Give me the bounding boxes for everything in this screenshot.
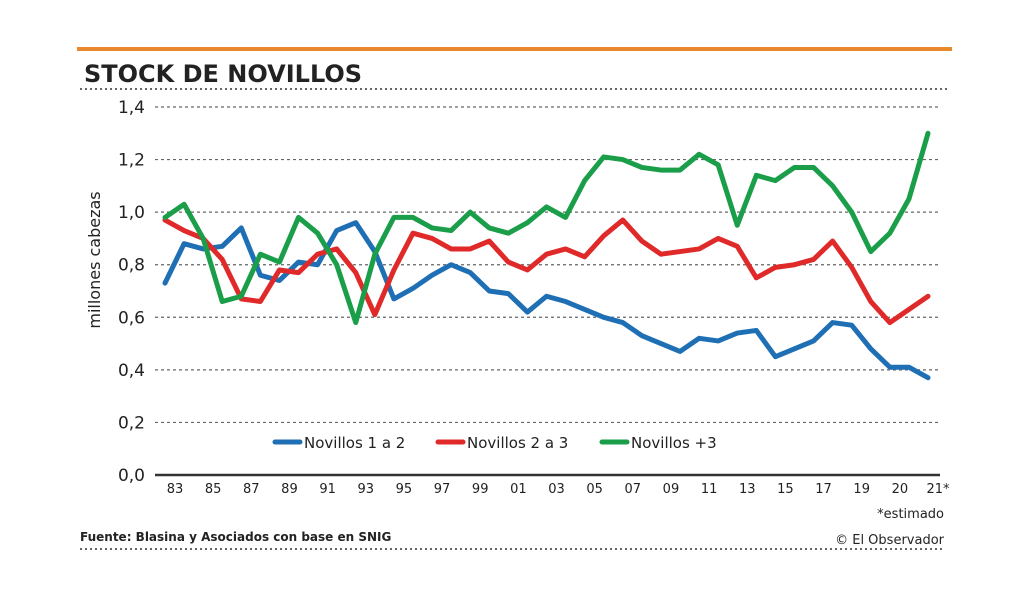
x-tick-label: 17 xyxy=(815,482,832,497)
x-tick-label: 87 xyxy=(243,482,260,497)
series-line-2 xyxy=(162,217,931,326)
x-tick-label: 07 xyxy=(625,482,642,497)
x-tick-label: 15 xyxy=(777,482,794,497)
x-tick-label: 93 xyxy=(357,482,374,497)
y-tick-label: 0,0 xyxy=(118,466,145,486)
x-tick-label: 97 xyxy=(434,482,451,497)
y-tick-label: 0,4 xyxy=(118,361,145,381)
y-axis-label: millones cabezas xyxy=(85,191,104,328)
y-tick-label: 1,0 xyxy=(118,203,145,223)
legend-label: Novillos 2 a 3 xyxy=(467,434,568,452)
x-tick-label: 99 xyxy=(472,482,489,497)
x-tick-label: 01 xyxy=(510,482,527,497)
series-line-3 xyxy=(162,130,931,326)
x-tick-label: 85 xyxy=(205,482,222,497)
estimate-note: *estimado xyxy=(877,507,944,522)
y-tick-label: 1,2 xyxy=(118,151,145,171)
x-tick-label: 05 xyxy=(586,482,603,497)
y-tick-label: 0,6 xyxy=(118,308,145,328)
x-tick-label: 03 xyxy=(548,482,565,497)
series-line-1 xyxy=(162,220,931,381)
y-tick-label: 0,2 xyxy=(118,413,145,433)
legend-label: Novillos 1 a 2 xyxy=(304,434,405,452)
x-tick-label: 09 xyxy=(663,482,680,497)
x-tick-label: 89 xyxy=(281,482,298,497)
source-note: Fuente: Blasina y Asociados con base en … xyxy=(80,530,391,544)
x-tick-label: 13 xyxy=(739,482,756,497)
x-tick-label: 20 xyxy=(892,482,909,497)
x-tick-label: 95 xyxy=(396,482,413,497)
y-tick-label: 1,4 xyxy=(118,98,145,118)
x-tick-label: 19 xyxy=(853,482,870,497)
x-tick-label: 11 xyxy=(701,482,718,497)
x-tick-label: 21* xyxy=(926,482,950,497)
x-tick-label: 91 xyxy=(319,482,336,497)
legend-label: Novillos +3 xyxy=(631,434,717,452)
credit: © El Observador xyxy=(835,533,945,548)
y-tick-label: 0,8 xyxy=(118,256,145,276)
chart-title: STOCK DE NOVILLOS xyxy=(84,60,362,88)
x-tick-label: 83 xyxy=(167,482,184,497)
